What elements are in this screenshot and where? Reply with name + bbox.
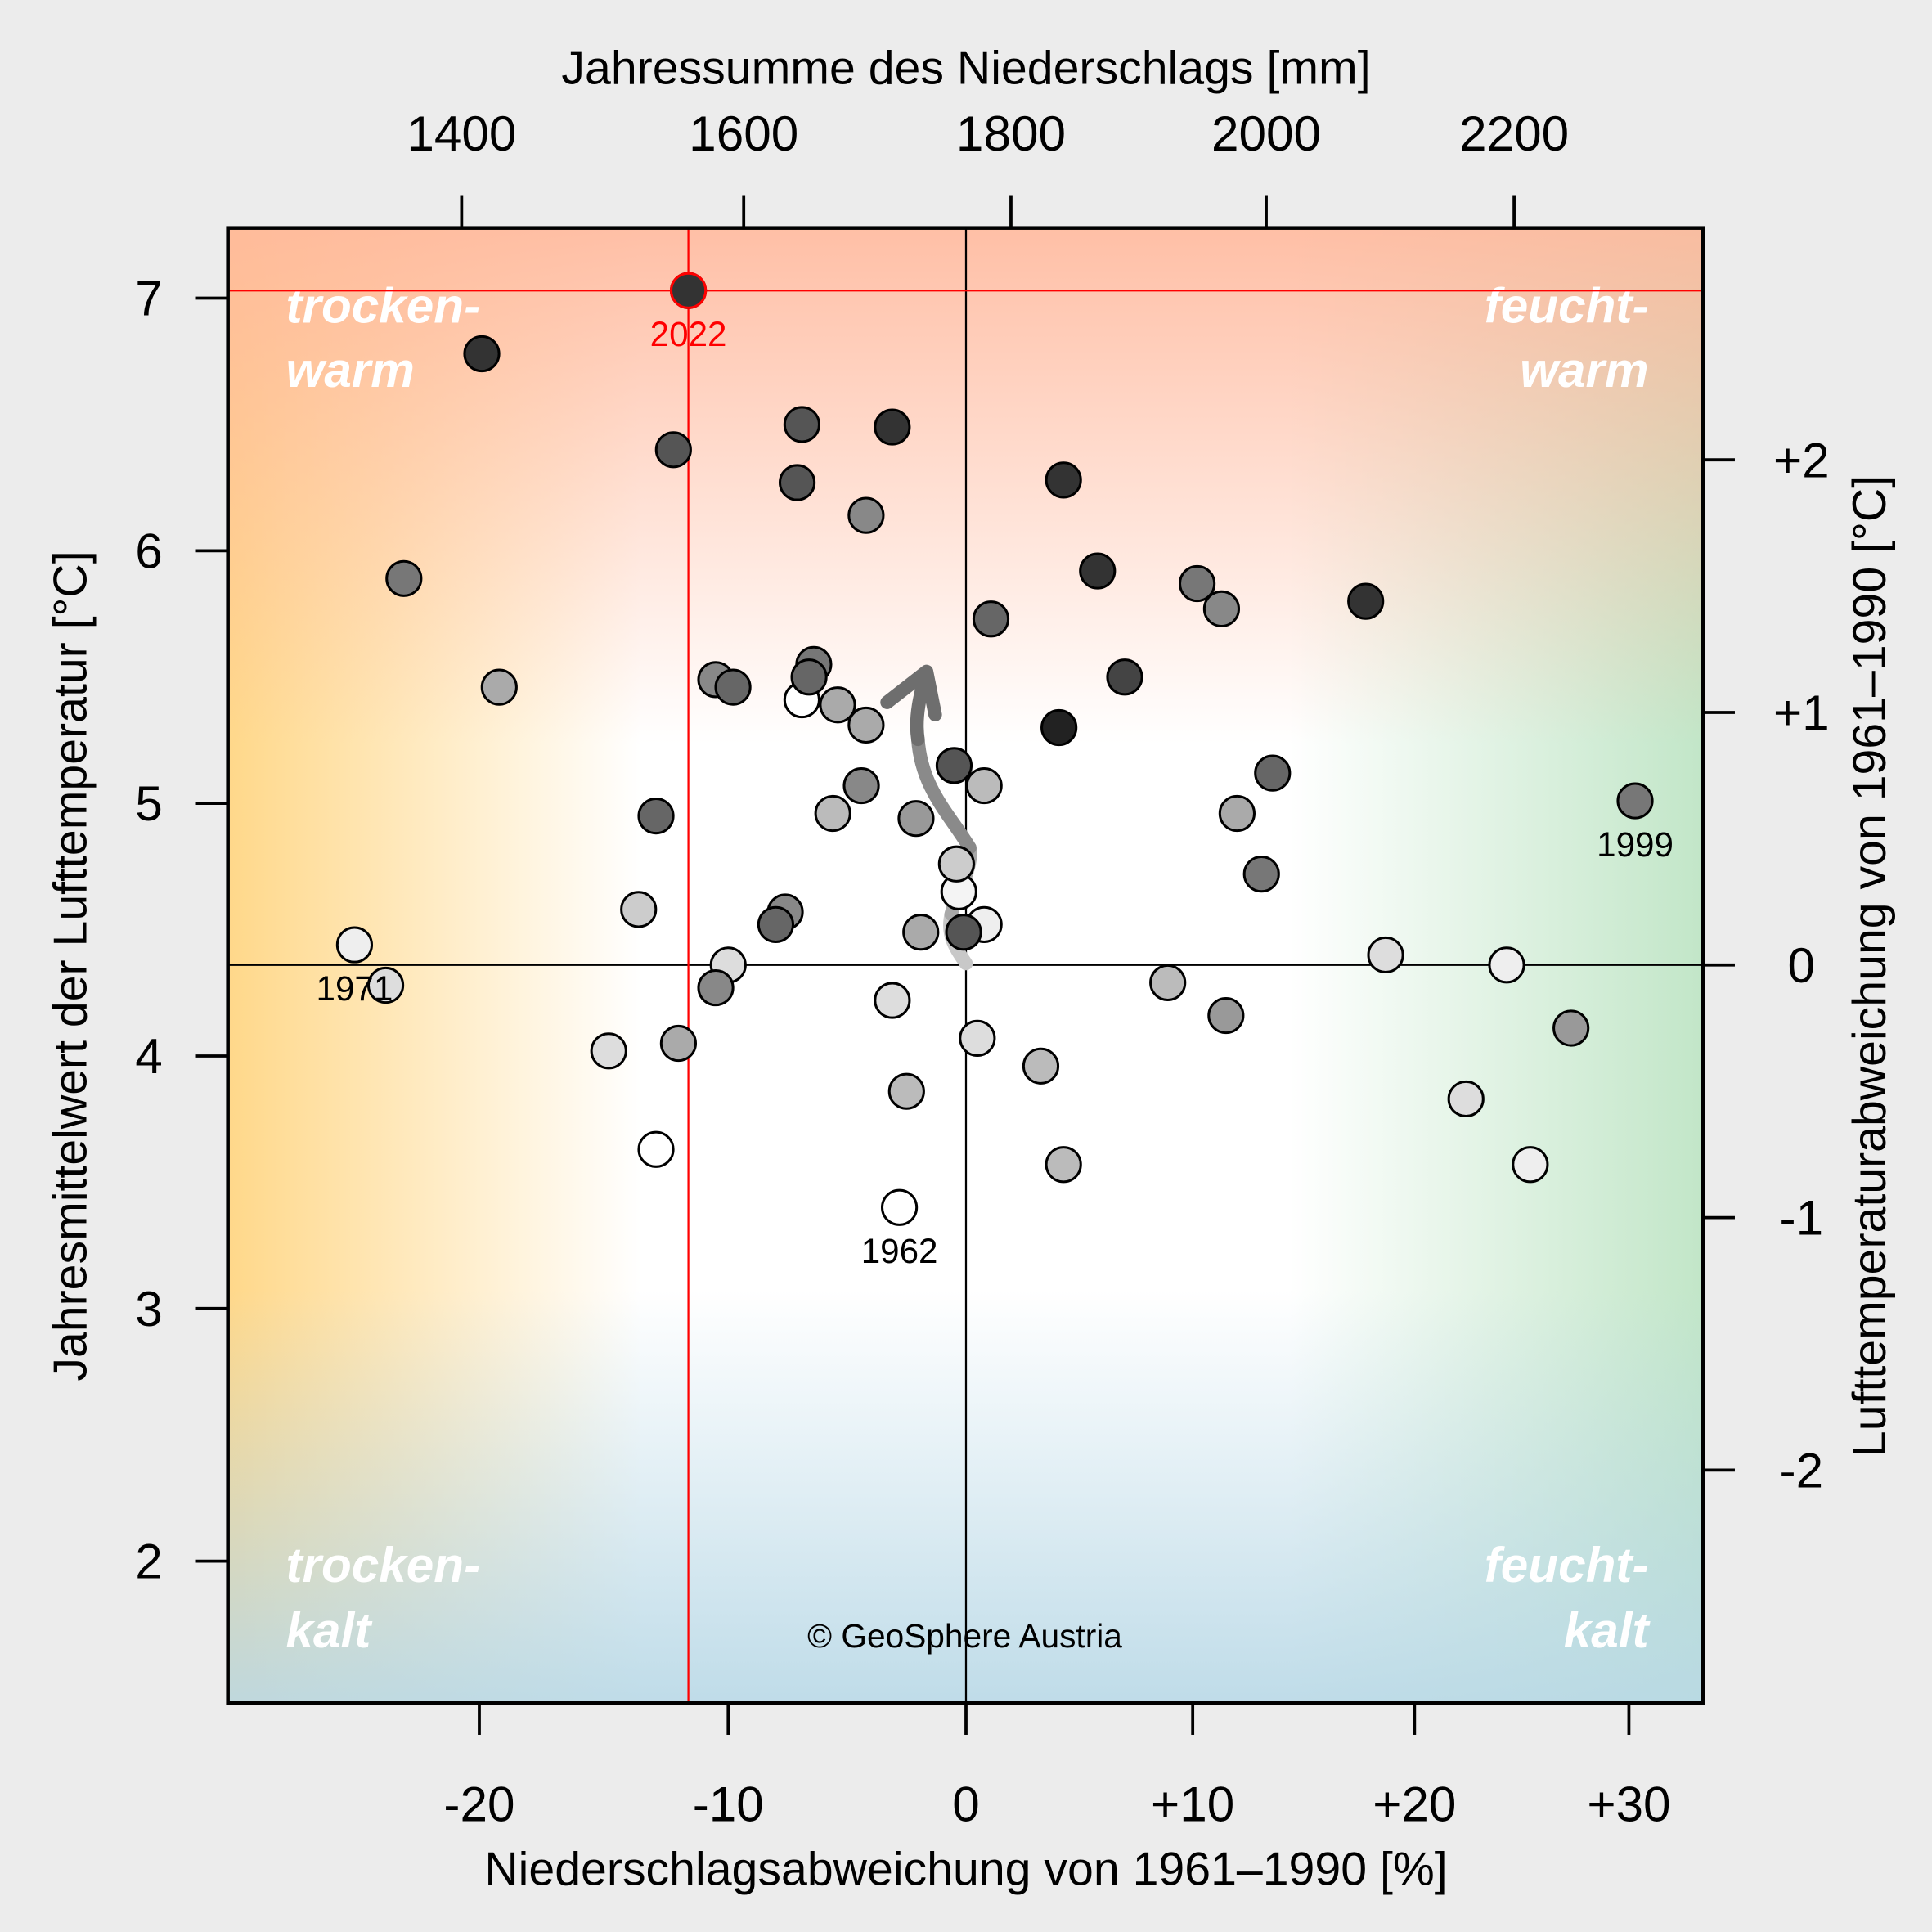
top-tick-label: 1600 bbox=[689, 106, 798, 161]
data-point bbox=[480, 668, 518, 706]
bottom-axis-title: Niederschlagsabweichung von 1961–1990 [%… bbox=[484, 1844, 1447, 1896]
data-point bbox=[1488, 946, 1525, 984]
data-point bbox=[385, 559, 423, 597]
quadrant-labels: trocken- warm feucht- warm trocken- kalt… bbox=[285, 278, 1651, 1658]
data-point bbox=[1045, 1146, 1082, 1184]
left-axis-title: Jahresmittelwert der Lufttemperatur [°C] bbox=[44, 550, 97, 1381]
quadrant-label-dry-warm-1: trocken- bbox=[285, 278, 480, 334]
annotation-year: 1999 bbox=[1597, 825, 1674, 864]
left-tick-label: 7 bbox=[135, 271, 163, 326]
data-point bbox=[714, 668, 752, 706]
right-tick-label: 0 bbox=[1788, 937, 1816, 993]
data-point bbox=[880, 1188, 919, 1226]
data-point bbox=[945, 914, 982, 951]
left-tick-label: 3 bbox=[135, 1281, 163, 1337]
quadrant-label-dry-cold-1: trocken- bbox=[285, 1537, 480, 1593]
top-tick-label: 1400 bbox=[407, 106, 516, 161]
data-point bbox=[874, 408, 911, 446]
data-point bbox=[366, 966, 405, 1004]
bottom-tick-label: 0 bbox=[952, 1776, 980, 1831]
data-point bbox=[654, 431, 692, 469]
data-point bbox=[887, 1072, 925, 1110]
data-point bbox=[590, 1032, 627, 1070]
data-point bbox=[1179, 564, 1216, 603]
left-tick-label: 6 bbox=[135, 523, 163, 578]
data-point bbox=[778, 464, 816, 501]
data-point bbox=[757, 905, 795, 943]
data-point bbox=[935, 747, 973, 784]
right-tick-label: +1 bbox=[1773, 685, 1830, 740]
quadrant-label-wet-warm-1: feucht- bbox=[1485, 278, 1649, 334]
top-tick-label: 2000 bbox=[1211, 106, 1321, 161]
data-point bbox=[874, 982, 911, 1019]
data-point bbox=[1347, 582, 1385, 620]
data-point bbox=[697, 968, 735, 1007]
data-point bbox=[1254, 754, 1292, 792]
data-point bbox=[1616, 782, 1654, 820]
data-point bbox=[1079, 552, 1117, 590]
data-point-highlight bbox=[669, 272, 708, 309]
right-tick-label: -1 bbox=[1780, 1190, 1824, 1246]
data-point bbox=[335, 926, 374, 964]
data-point bbox=[1202, 590, 1241, 627]
data-point bbox=[1242, 856, 1280, 893]
top-tick-label: 1800 bbox=[956, 106, 1066, 161]
data-point bbox=[1552, 1009, 1590, 1047]
quadrant-label-wet-cold-2: kalt bbox=[1564, 1602, 1651, 1658]
data-point bbox=[659, 1024, 698, 1063]
data-point bbox=[637, 1130, 675, 1168]
annotation-2022: 2022 bbox=[650, 315, 727, 353]
data-point bbox=[814, 794, 851, 833]
data-point bbox=[1022, 1047, 1060, 1085]
data-point bbox=[1447, 1080, 1485, 1118]
data-point bbox=[637, 798, 675, 835]
data-point bbox=[847, 706, 885, 744]
annotation-year: 1971 bbox=[317, 969, 393, 1008]
data-point bbox=[783, 406, 820, 443]
data-point bbox=[463, 335, 501, 373]
data-point bbox=[902, 914, 940, 951]
bottom-tick-label: +20 bbox=[1373, 1776, 1456, 1831]
left-tick-label: 2 bbox=[135, 1534, 163, 1589]
bottom-tick-label: +30 bbox=[1587, 1776, 1670, 1831]
left-tick-label: 5 bbox=[135, 775, 163, 831]
quadrant-label-dry-cold-2: kalt bbox=[285, 1602, 373, 1658]
data-point bbox=[1040, 708, 1078, 747]
data-point bbox=[1512, 1146, 1549, 1184]
right-tick-label: +2 bbox=[1773, 432, 1830, 487]
data-point bbox=[790, 658, 828, 696]
data-point bbox=[972, 600, 1010, 638]
bottom-tick-label: -10 bbox=[693, 1776, 764, 1831]
data-point bbox=[965, 766, 1003, 805]
left-tick-label: 4 bbox=[135, 1028, 163, 1084]
data-point bbox=[1149, 964, 1187, 1002]
copyright-text: © GeoSphere Austria bbox=[807, 1617, 1122, 1655]
year-annotations: 2022 1971 1999 1962 bbox=[317, 315, 1674, 1270]
data-point bbox=[1045, 461, 1082, 499]
bottom-tick-label: -20 bbox=[443, 1776, 514, 1831]
data-point bbox=[1218, 794, 1256, 833]
data-point bbox=[959, 1019, 996, 1057]
data-point bbox=[1207, 996, 1245, 1035]
annotation-year: 1962 bbox=[861, 1232, 938, 1270]
data-point bbox=[842, 766, 880, 805]
data-point bbox=[819, 686, 856, 724]
top-axis-title: Jahressumme des Niederschlags [mm] bbox=[561, 42, 1370, 94]
right-axis-title: Lufttemperaturabweichung von 1961–1990 [… bbox=[1844, 475, 1896, 1457]
data-point bbox=[897, 800, 935, 838]
right-tick-label: -2 bbox=[1780, 1442, 1824, 1498]
top-tick-label: 2200 bbox=[1459, 106, 1569, 161]
data-point bbox=[937, 845, 975, 883]
data-point bbox=[1106, 658, 1143, 696]
data-point bbox=[1367, 936, 1404, 974]
bottom-tick-label: +10 bbox=[1151, 1776, 1234, 1831]
data-point bbox=[620, 891, 658, 928]
data-point bbox=[847, 496, 885, 534]
data-points bbox=[335, 272, 1654, 1226]
quadrant-label-dry-warm-2: warm bbox=[285, 342, 414, 398]
quadrant-label-wet-cold-1: feucht- bbox=[1485, 1537, 1649, 1593]
quadrant-label-wet-warm-2: warm bbox=[1520, 342, 1648, 398]
